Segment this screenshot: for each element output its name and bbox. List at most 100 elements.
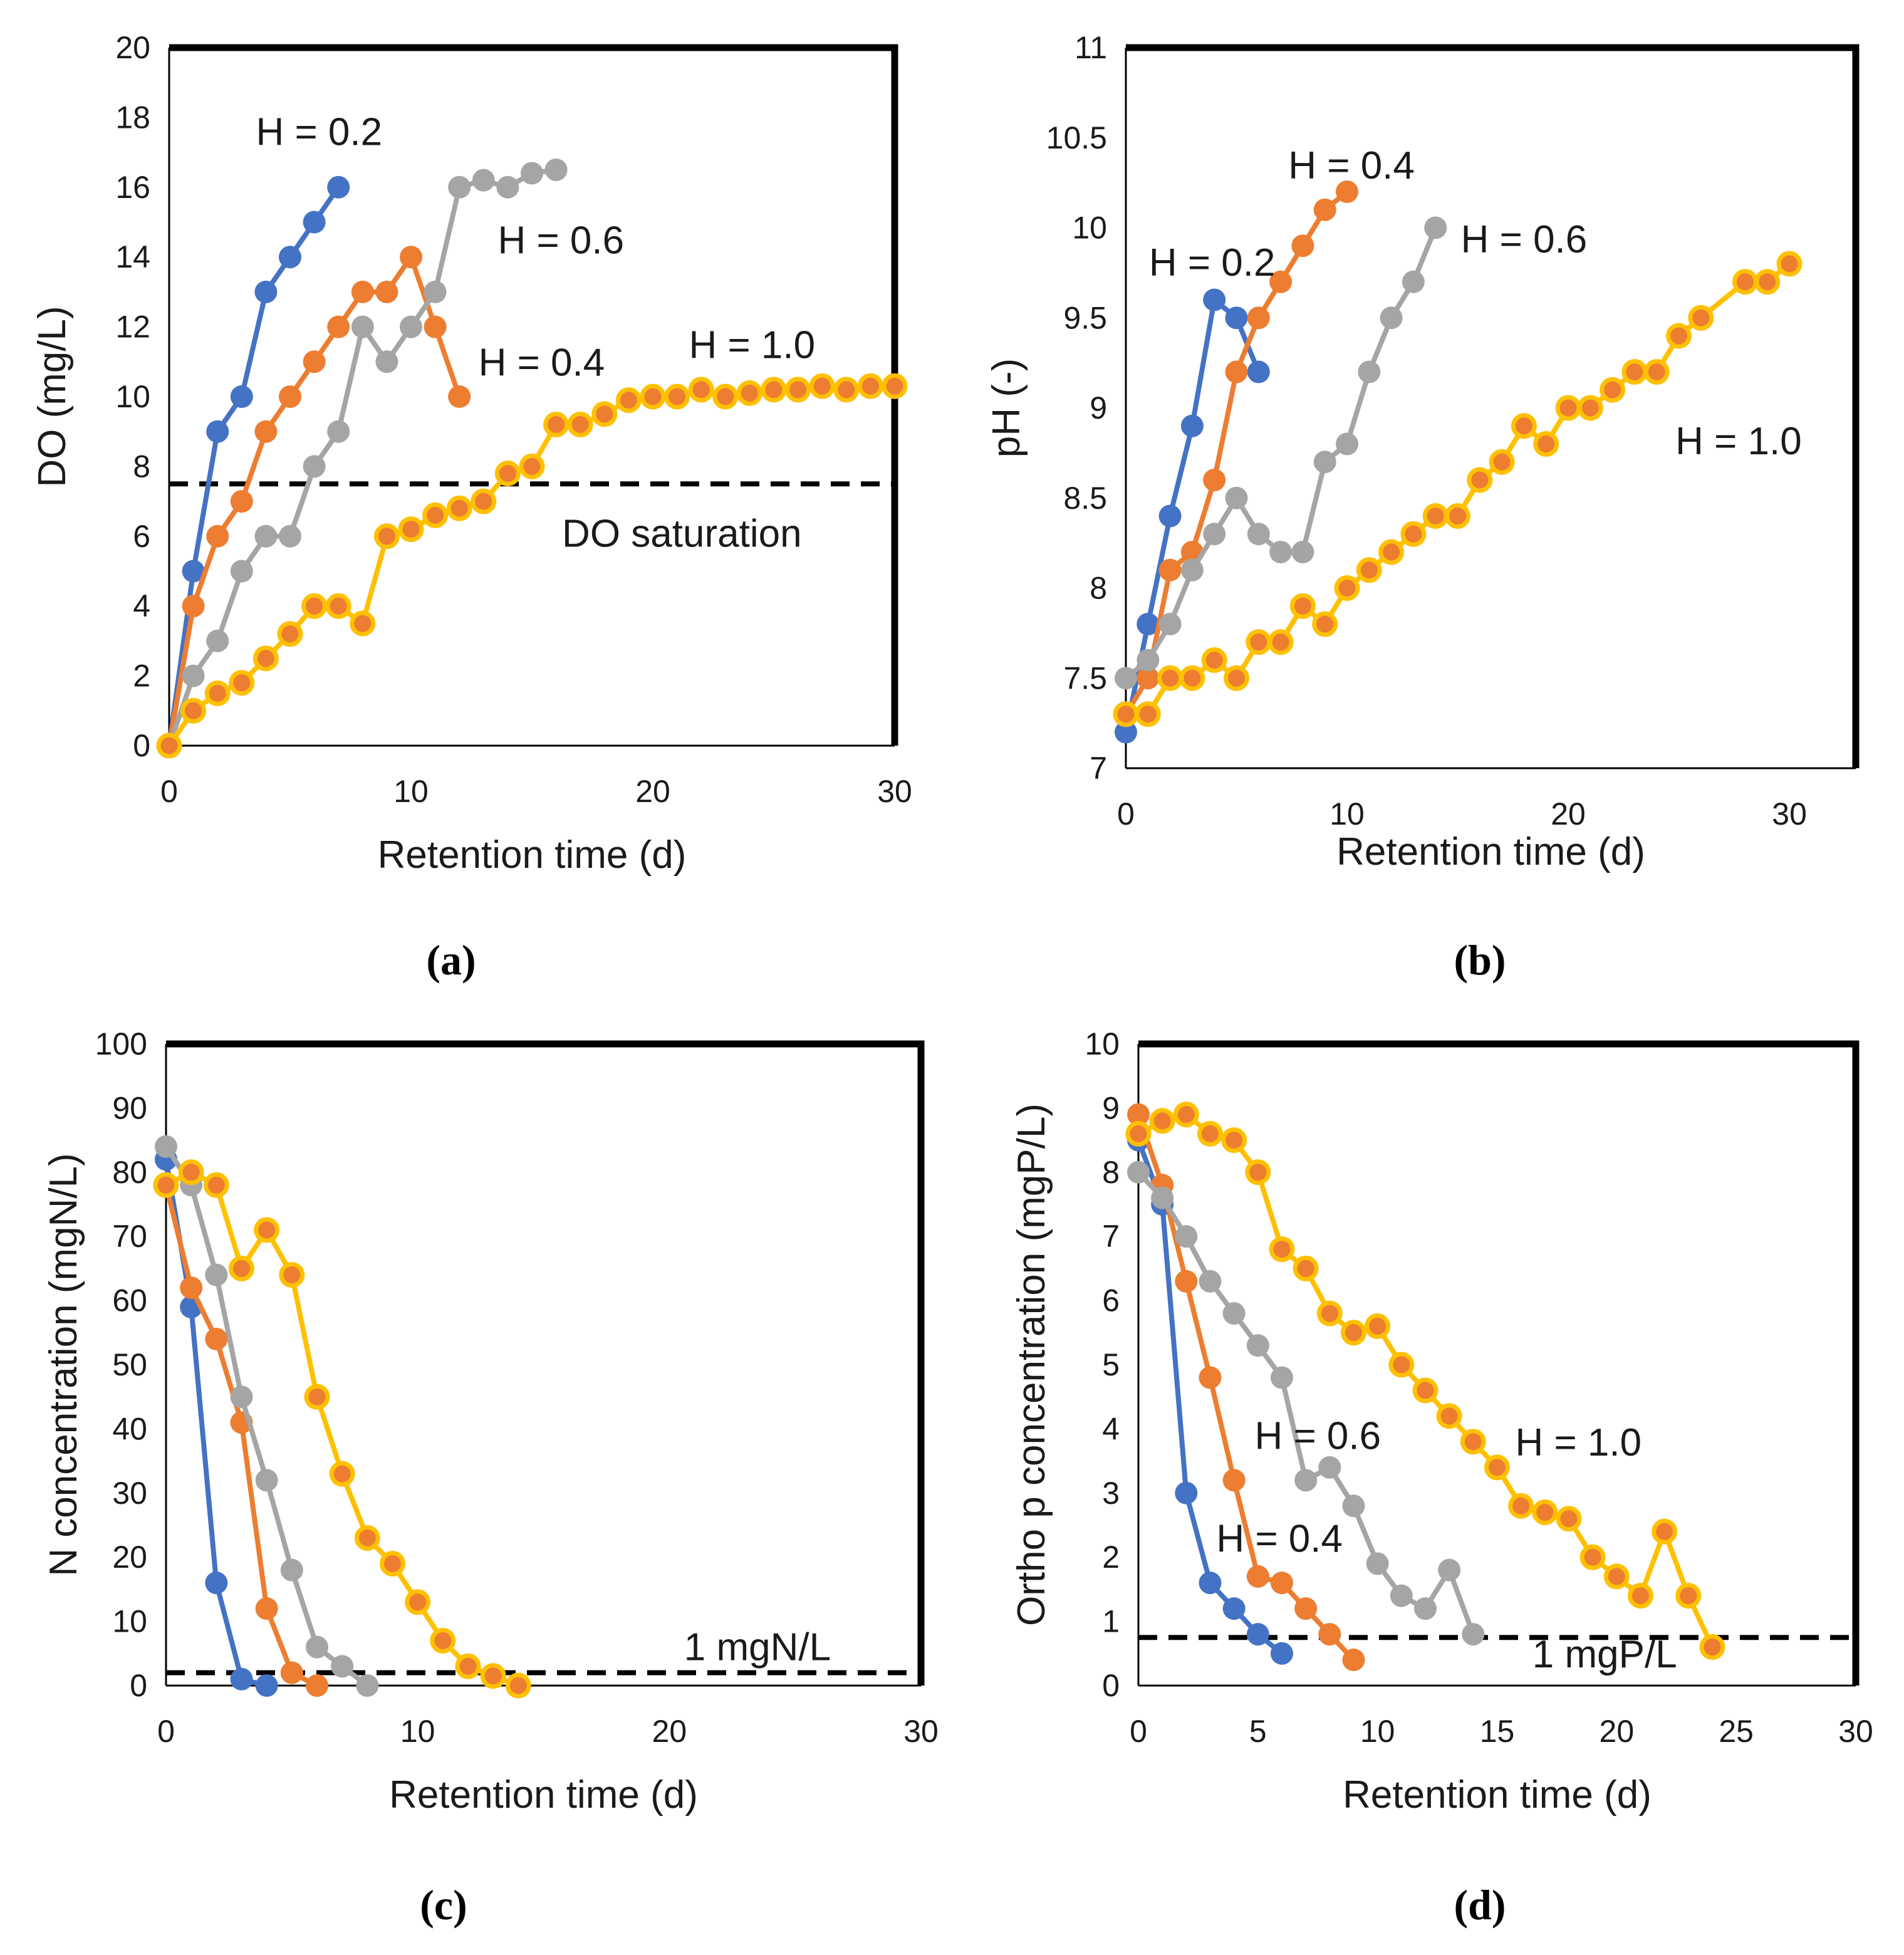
series-h-0-4 [1127,1103,1365,1672]
y-tick-label: 4 [133,588,150,623]
data-point [351,315,374,338]
data-point [1158,613,1182,635]
data-point [1603,1563,1630,1590]
data-point [205,1572,228,1595]
data-point [1358,360,1381,383]
data-point [1342,1494,1365,1518]
data-point [1436,1403,1462,1429]
data-point [1222,1597,1246,1620]
y-tick-label: 40 [112,1411,147,1446]
data-point [1203,469,1226,491]
data-point [1414,1597,1437,1620]
data-point [1484,1454,1510,1481]
data-point [424,315,447,338]
x-tick-label: 20 [635,774,670,809]
y-tick-label: 6 [1102,1283,1120,1318]
data-point [1225,360,1248,383]
data-point [591,401,618,427]
panel-label: (c) [420,1881,467,1929]
data-point [1175,1481,1198,1504]
data-point [1577,395,1603,421]
data-point [1675,1583,1702,1609]
data-point [1533,431,1559,457]
data-point [327,315,350,338]
data-point [1271,1642,1293,1665]
x-tick-label: 10 [1360,1714,1395,1749]
data-point [1422,503,1449,529]
data-point [277,621,303,647]
data-point [1489,449,1515,475]
data-point [1203,523,1226,546]
data-point [306,1635,328,1659]
data-point [1199,1269,1222,1293]
data-point [1312,611,1338,637]
data-point [400,246,422,269]
data-point [1628,1583,1653,1609]
data-point [1267,629,1294,655]
data-point [279,385,301,408]
y-tick-label: 4 [1102,1411,1120,1446]
x-tick-label: 10 [393,774,429,809]
series-annotation: H = 0.2 [1149,241,1276,284]
y-tick-label: 90 [112,1090,147,1125]
data-point [448,175,471,199]
data-point [1199,1366,1222,1389]
data-point [205,1263,228,1286]
data-point [505,1672,531,1699]
data-point [424,280,447,303]
data-point [1318,1456,1341,1479]
data-point [203,1172,229,1198]
x-tick-label: 0 [1130,1714,1147,1749]
data-point [1313,198,1336,221]
data-point [252,645,279,672]
data-point [303,350,326,373]
y-tick-label: 20 [112,1540,147,1575]
data-point [471,488,497,514]
x-tick-label: 0 [160,774,178,809]
data-point [255,1597,278,1620]
data-point [519,453,545,479]
data-point [1115,667,1137,690]
data-point [400,315,422,338]
y-axis-label: Ortho p concentration (mgP/L) [1010,1103,1053,1626]
data-point [1291,234,1314,258]
data-point [1334,575,1360,601]
data-point [351,280,374,303]
data-point [206,524,229,548]
data-point [809,373,835,399]
data-point [1247,360,1270,383]
series-h-1-0 [156,373,908,759]
data-point [1356,557,1382,583]
data-point [1732,269,1758,295]
series-line [167,383,895,748]
data-point [1137,649,1160,672]
y-tick-label: 80 [112,1155,147,1190]
y-tick-label: 0 [1102,1668,1120,1703]
data-point [1776,251,1803,277]
data-point [1175,1225,1198,1248]
data-point [1378,539,1405,565]
data-point [1137,667,1160,690]
series-h-1-0 [1125,1102,1725,1660]
data-point [664,383,690,410]
y-tick-label: 5 [1102,1347,1120,1382]
y-tick-label: 70 [112,1219,147,1254]
series-h-0-6 [1115,216,1447,690]
x-tick-label: 20 [1551,796,1586,832]
data-point [1600,377,1626,403]
y-tick-label: 10.5 [1046,120,1107,155]
data-point [1579,1544,1606,1570]
y-tick-label: 50 [112,1347,147,1382]
x-tick-label: 5 [1249,1714,1267,1749]
data-point [1341,1320,1366,1346]
series-annotation: H = 0.6 [1461,218,1588,261]
data-point [1652,1518,1678,1545]
data-point [229,1255,254,1281]
data-point [1125,1120,1152,1147]
data-point [1271,1572,1293,1595]
data-point [1180,558,1204,581]
data-point [254,1217,280,1243]
data-point [1366,1552,1389,1575]
x-tick-label: 15 [1480,1714,1515,1749]
y-tick-label: 7.5 [1063,660,1107,696]
